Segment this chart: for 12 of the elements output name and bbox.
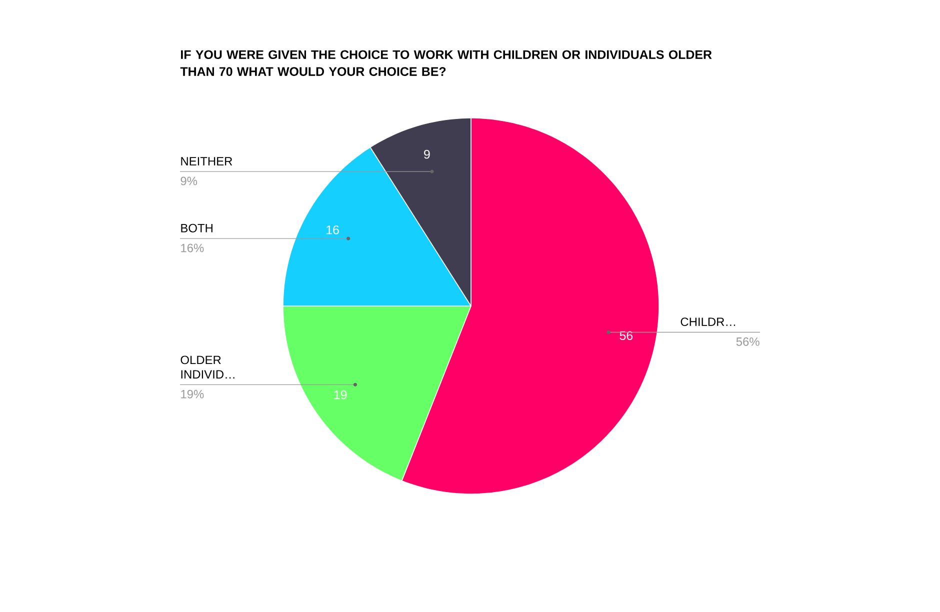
data-label: 16 <box>326 225 339 234</box>
text: 9% <box>180 176 198 186</box>
text: 19% <box>181 390 204 398</box>
slice-label: BOTH <box>181 224 212 232</box>
chart-title: IF YOU WERE GIVEN THE CHOICE TO WORK WITH CHILDREN OR INDIVIDUALS OLDER THAN 70 WHAT WOULD YOUR CHOICE BE? <box>180 50 712 76</box>
data-label: 9 <box>424 150 430 159</box>
slice-label: CHILDR… <box>680 318 736 326</box>
text: 16% <box>181 244 204 252</box>
text: 56% <box>736 337 760 346</box>
slice-label: OLDER INDIVID… <box>180 356 234 378</box>
data-label: 19 <box>334 390 347 400</box>
slice-label: NEITHER <box>181 157 232 166</box>
